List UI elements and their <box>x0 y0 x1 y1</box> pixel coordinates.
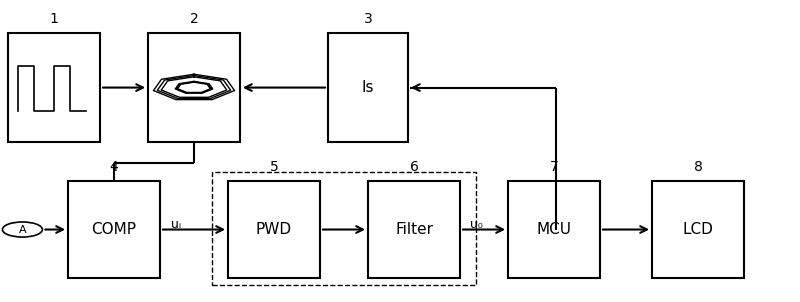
Text: 6: 6 <box>410 160 418 174</box>
Bar <box>8 33 100 142</box>
Bar <box>368 181 460 278</box>
Text: COMP: COMP <box>91 222 137 237</box>
Text: A: A <box>18 224 26 235</box>
Bar <box>212 172 476 285</box>
Text: u₀: u₀ <box>470 218 483 232</box>
Text: 2: 2 <box>190 12 198 26</box>
Bar <box>228 181 320 278</box>
Bar <box>328 33 408 142</box>
Text: 1: 1 <box>50 12 58 26</box>
Text: 7: 7 <box>550 160 558 174</box>
Text: 5: 5 <box>270 160 278 174</box>
Text: LCD: LCD <box>682 222 714 237</box>
Text: MCU: MCU <box>537 222 571 237</box>
Text: PWD: PWD <box>256 222 292 237</box>
Bar <box>508 181 600 278</box>
Bar <box>148 33 240 142</box>
Text: 3: 3 <box>364 12 372 26</box>
Text: 8: 8 <box>694 160 702 174</box>
Circle shape <box>2 222 42 237</box>
Bar <box>652 181 744 278</box>
Text: uᵢ: uᵢ <box>171 218 182 232</box>
Text: Filter: Filter <box>395 222 433 237</box>
Text: 4: 4 <box>110 160 118 174</box>
Bar <box>68 181 160 278</box>
Text: Is: Is <box>362 80 374 95</box>
